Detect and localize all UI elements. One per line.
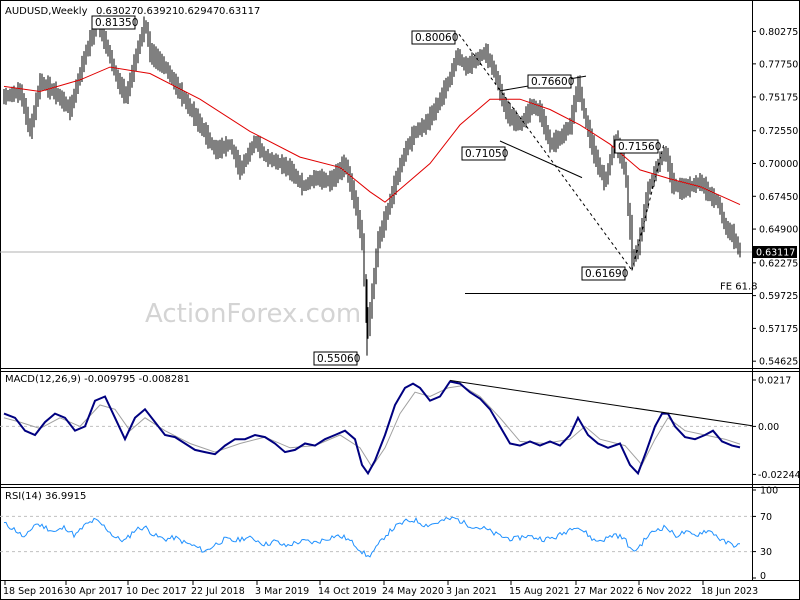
macd-trendline <box>449 379 753 427</box>
level-label-box <box>581 266 626 281</box>
price-y-tick-label: 0.70000 <box>759 159 798 170</box>
price-y-tick-label: 0.62275 <box>759 258 798 269</box>
level-label-box <box>614 139 659 154</box>
macd-signal-line <box>3 385 741 468</box>
watermark: ActionForex.com <box>145 299 361 329</box>
rsi-panel: 100 70 30 0 <box>0 486 778 582</box>
macd-y-tick-label: 0.00 <box>758 422 779 433</box>
level-label-box <box>313 351 358 366</box>
x-tick-label: 18 Jun 2023 <box>701 586 758 597</box>
price-y-tick-label: 0.80275 <box>759 27 798 38</box>
price-y-tick-label: 0.75175 <box>759 92 798 103</box>
price-y-tick-label: 0.67450 <box>759 192 798 203</box>
last-price-box <box>753 245 797 258</box>
ohlc-high: 0.63921 <box>137 6 178 17</box>
level-label-box <box>411 30 456 45</box>
ohlc-open: 0.63027 <box>96 6 137 17</box>
macd-panel: 0.0217 0.00 -0.022445 <box>0 375 800 481</box>
price-y-tick-label: 0.59725 <box>759 291 798 302</box>
trendline <box>499 140 583 179</box>
macd-y-tick-label: -0.022445 <box>758 470 800 481</box>
level-label: 0.61690 <box>585 268 628 280</box>
price-y-tick-label: 0.77750 <box>759 59 798 70</box>
x-tick-label: 3 Mar 2019 <box>255 586 309 597</box>
x-tick-label: 24 May 2020 <box>382 586 444 597</box>
x-tick-label: 18 Sep 2016 <box>3 586 63 597</box>
price-grid: FE 61.8 <box>0 251 758 294</box>
fe-618-label: FE 61.8 <box>720 281 758 292</box>
x-tick-label: 27 Mar 2022 <box>574 586 634 597</box>
last-price-label: 0.63117 <box>756 247 795 258</box>
level-label: 0.55060 <box>317 353 360 365</box>
macd-line <box>3 380 741 476</box>
x-tick-label: 30 Apr 2017 <box>64 586 123 597</box>
level-label: 0.76600 <box>531 76 574 88</box>
moving-average-line <box>3 66 741 206</box>
ohlc-readout: 0.63027 0.63921 0.62947 0.63117 <box>96 6 260 17</box>
rsi-y-tick-label: 0 <box>760 571 766 582</box>
macd-y-tick-label: 0.0217 <box>758 375 791 386</box>
rsi-title: RSI(14) 36.9915 <box>5 491 86 502</box>
ohlc-low: 0.62947 <box>178 6 219 17</box>
x-tick-label: 22 Jul 2018 <box>191 586 245 597</box>
x-tick-label: 6 Nov 2022 <box>637 586 692 597</box>
price-annotations: 0.81350 0.80060 0.76600 0.71050 0.71560 0.616… <box>91 15 665 366</box>
macd-title: MACD(12,26,9) -0.009795 -0.008281 <box>5 374 190 385</box>
level-label-box <box>91 15 136 30</box>
trendline <box>458 33 633 271</box>
x-axis: 18 Sep 2016 30 Apr 2017 10 Dec 2017 22 Jul … <box>3 581 758 597</box>
rsi-y-tick-label: 30 <box>760 547 772 558</box>
rsi-y-tick-label: 100 <box>760 486 778 497</box>
level-label-box <box>527 74 572 89</box>
x-tick-label: 10 Dec 2017 <box>126 586 187 597</box>
price-series <box>3 15 741 356</box>
price-y-axis: 0.80275 0.77750 0.75175 0.72550 0.70000 0.674… <box>752 27 798 368</box>
x-tick-label: 14 Oct 2019 <box>318 586 377 597</box>
price-y-tick-label: 0.64900 <box>759 225 798 236</box>
level-label: 0.81350 <box>95 17 138 29</box>
price-y-tick-label: 0.57175 <box>759 324 798 335</box>
price-y-tick-label: 0.72550 <box>759 126 798 137</box>
rsi-line <box>3 516 740 558</box>
trendline <box>631 143 665 271</box>
ohlc-close: 0.63117 <box>219 6 260 17</box>
x-tick-label: 15 Aug 2021 <box>509 586 570 597</box>
level-label-box <box>461 146 506 161</box>
level-label: 0.80060 <box>415 32 458 44</box>
price-y-tick-label: 0.54625 <box>759 357 798 368</box>
level-label: 0.71050 <box>465 148 508 160</box>
level-label: 0.71560 <box>618 141 661 153</box>
x-tick-label: 3 Jan 2021 <box>446 586 497 597</box>
rsi-y-tick-label: 70 <box>760 512 772 523</box>
price-chart-title: AUDUSD,Weekly <box>5 6 88 17</box>
